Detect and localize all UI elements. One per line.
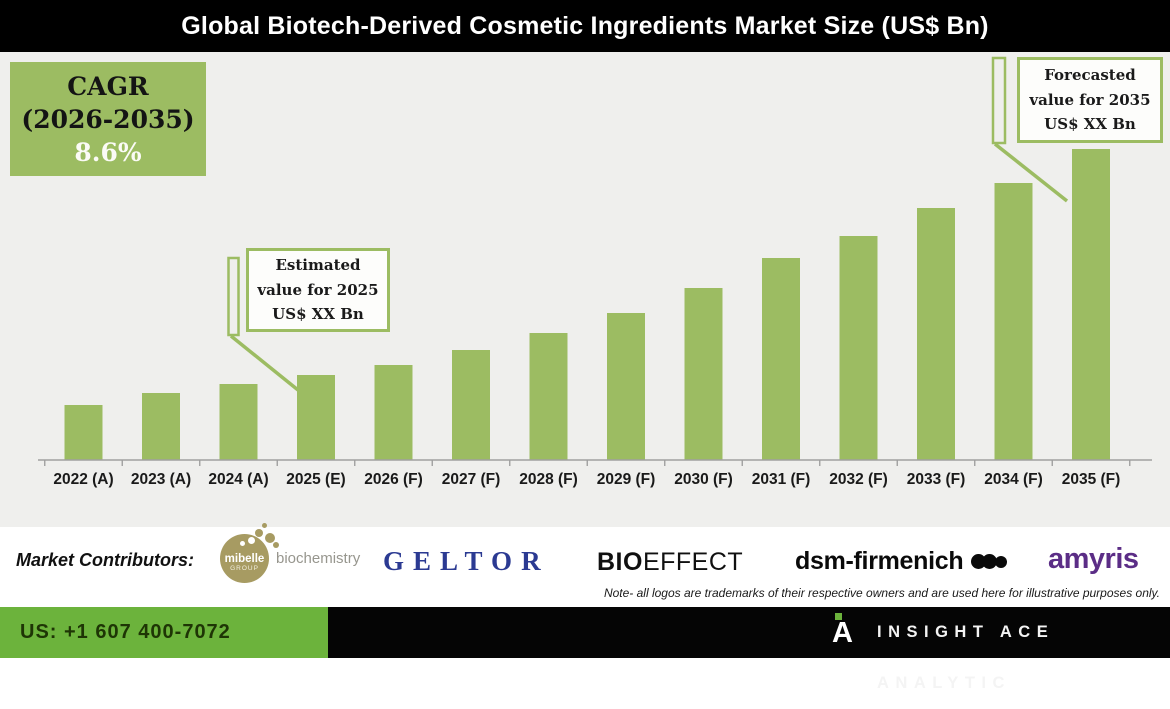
x-axis-label: 2034 (F) [984,471,1043,488]
callout-line: US$ XX Bn [1044,115,1136,134]
bubble-icon [248,537,255,544]
bar-2025 [297,375,335,460]
x-axis: 2022 (A) 2023 (A) 2024 (A) 2025 (E) 2026 (F)… [38,459,1152,488]
forecasted-callout-connector [991,56,1069,203]
logo-letter: A [832,617,853,649]
biochemistry-text: biochemistry [276,550,361,567]
mibelle-group-text: GROUP [230,565,259,572]
x-axis-label: 2028 (F) [519,471,578,488]
bar-2023 [142,393,180,460]
footer: US: +1 607 400-7072 A INSIGHT ACE ANALYT… [0,607,1170,692]
chart-area: 2022 (A) 2023 (A) 2024 (A) 2025 (E) 2026 (F)… [0,52,1170,527]
page-title: Global Biotech-Derived Cosmetic Ingredie… [181,12,989,40]
cagr-rate: 8.6% [74,137,142,167]
bar-chart: 2022 (A) 2023 (A) 2024 (A) 2025 (E) 2026 (F)… [38,56,1152,488]
mibelle-circle-icon: mibelle GROUP [220,523,279,583]
callout-line: Estimated [275,255,361,274]
bar-2022 [64,405,103,460]
title-bar: Global Biotech-Derived Cosmetic Ingredie… [0,0,1170,52]
phone-number: US: +1 607 400-7072 [20,621,231,643]
bar-2030 [684,288,723,460]
geltor-logo: GELTOR [383,546,550,576]
cagr-period: (2026-2035) [21,104,195,134]
bubble-icon [262,523,267,528]
forecasted-value-callout: Forecasted value for 2035 US$ XX Bn [1017,57,1163,143]
footer-contact-block: US: +1 607 400-7072 [0,607,328,658]
x-axis-label: 2030 (F) [674,471,733,488]
infographic-page: Global Biotech-Derived Cosmetic Ingredie… [0,0,1170,692]
amyris-logo: amyris [1048,543,1139,575]
market-contributors-strip: Market Contributors: mibelle GROUP bioch… [0,523,1170,607]
bar-2027 [452,350,490,460]
dsm-firmenich-logo: dsm-firmenich [795,547,1008,576]
x-axis-label: 2025 (E) [286,471,345,488]
x-axis-label: 2029 (F) [597,471,656,488]
footer-brand-block: A INSIGHT ACE ANALYTIC [328,607,1170,692]
bioeffect-logo: BIOEFFECT [597,548,743,577]
bubble-icon [240,541,245,546]
estimated-callout-connector [227,256,300,392]
bar-2029 [607,313,645,460]
logo-green-dot-icon [835,613,842,620]
bars-group [64,149,1110,460]
bar-2034 [994,183,1033,460]
cagr-label: CAGR [67,71,149,101]
bubble-icon [255,529,263,537]
bar-2024 [219,384,258,460]
brand-name: INSIGHT ACE ANALYTIC [877,623,1055,692]
bar-2028 [529,333,568,460]
callout-line: Forecasted [1044,65,1136,84]
bioeffect-bold-part: BIO [597,548,643,576]
bar-2033 [917,208,955,460]
callout-line: value for 2025 [257,280,379,299]
mibelle-wordmark: mibelle [224,553,265,565]
cagr-box: CAGR (2026-2035) 8.6% [10,62,206,176]
market-contributors-label: Market Contributors: [16,550,195,570]
bar-2026 [374,365,413,460]
bioeffect-light-part: EFFECT [642,548,744,576]
bar-2031 [762,258,800,460]
x-axis-label: 2022 (A) [53,471,113,488]
x-axis-label: 2027 (F) [442,471,501,488]
bubble-icon [265,533,275,543]
x-axis-label: 2024 (A) [208,471,268,488]
callout-line: US$ XX Bn [272,305,364,324]
trademark-note: Note- all logos are trademarks of their … [603,586,1160,600]
x-axis-label: 2026 (F) [364,471,423,488]
bar-2035 [1072,149,1110,460]
x-axis-label: 2035 (F) [1062,471,1121,488]
x-axis-label: 2033 (F) [907,471,966,488]
dsm-wordmark: dsm-firmenich [795,547,964,575]
dsm-dots-icon [971,554,1008,569]
estimated-value-callout: Estimated value for 2025 US$ XX Bn [246,248,390,332]
bubble-icon [273,542,279,548]
x-axis-label: 2032 (F) [829,471,888,488]
bar-2032 [839,236,878,460]
callout-line: value for 2035 [1029,90,1151,109]
insightace-logo-icon: A [832,613,866,651]
mibelle-biochemistry-logo: mibelle GROUP biochemistry [220,523,370,593]
x-axis-label: 2023 (A) [131,471,191,488]
x-axis-label: 2031 (F) [752,471,811,488]
